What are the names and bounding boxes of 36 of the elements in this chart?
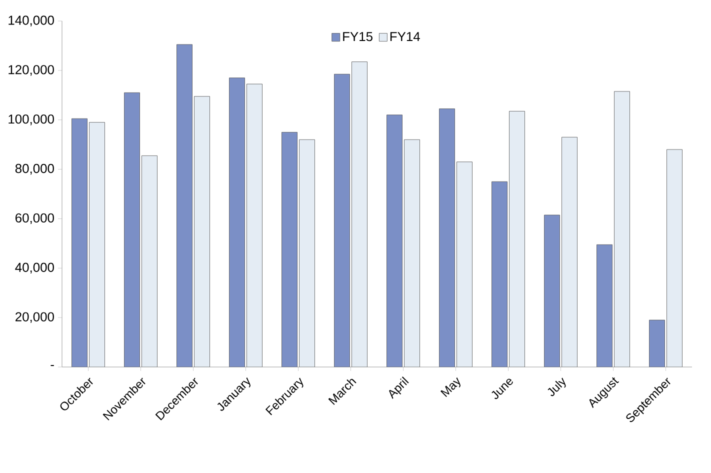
bar [72, 118, 88, 367]
bar [509, 111, 525, 367]
y-tick-label: - [50, 365, 54, 366]
bar [386, 114, 402, 367]
bar [334, 74, 350, 367]
bar [352, 62, 368, 367]
y-tick-label: 100,000 [8, 114, 54, 126]
bar [229, 78, 245, 367]
y-tick-label: 120,000 [8, 65, 54, 76]
y-tick-label: 20,000 [16, 312, 54, 323]
bar [299, 139, 315, 367]
bar [89, 122, 105, 367]
legend-label: FY14 [390, 32, 420, 42]
bar [562, 136, 578, 367]
bar [544, 214, 560, 367]
bar [439, 108, 455, 367]
bar [124, 92, 140, 367]
y-tick-label: 140,000 [8, 16, 54, 26]
x-tick-label: July [548, 378, 566, 396]
bar [246, 84, 262, 367]
bar [492, 181, 508, 367]
bar [649, 320, 665, 367]
y-tick-label: 40,000 [15, 262, 54, 274]
bar [404, 139, 420, 367]
bar [282, 132, 298, 367]
y-tick-label: 80,000 [15, 164, 54, 175]
bar [596, 244, 612, 367]
bar [456, 162, 472, 367]
bar [614, 91, 630, 367]
y-tick-label: 60,000 [16, 213, 54, 224]
bar [176, 44, 192, 367]
x-tick-label: May [440, 377, 460, 398]
bar [666, 149, 682, 367]
bar [142, 155, 158, 367]
legend-label: FY15 [343, 32, 372, 42]
bar [194, 96, 210, 367]
